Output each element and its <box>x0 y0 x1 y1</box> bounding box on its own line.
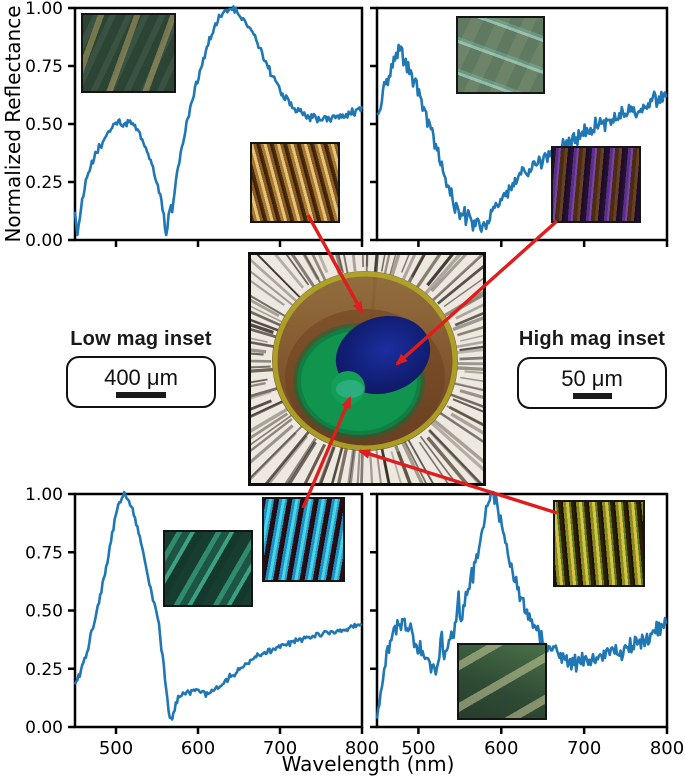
eye-cyan-accent <box>336 380 364 398</box>
x-tick-label: 700 <box>567 738 601 759</box>
spectrum-plot-top-left: 0.00 0.25 0.50 0.75 1.00 <box>25 0 364 251</box>
y-tick-label: 0.50 <box>25 602 63 622</box>
y-tick-label: 0.00 <box>25 231 63 251</box>
high-mag-scale-bar <box>572 393 612 399</box>
high-mag-inset-image-top-right <box>551 146 641 223</box>
x-tick-label: 600 <box>181 738 215 759</box>
low-mag-scale-bar <box>116 392 166 398</box>
feather-barb-line <box>457 362 636 367</box>
y-tick-label: 0.25 <box>25 173 63 193</box>
low-mag-scale-box: 400 μm <box>66 356 216 408</box>
high-mag-scale-text: 50 μm <box>561 366 623 392</box>
x-axis-label: Wavelength (nm) <box>281 752 455 776</box>
x-tick-label: 600 <box>484 738 518 759</box>
spectrum-plot-bottom-left: 500 600 700 800 0.00 0.25 0.50 0.75 1.00 <box>25 485 379 759</box>
reflectance-curve <box>73 490 363 721</box>
high-mag-inset-image-bottom-right <box>553 500 645 587</box>
high-mag-scale-box: 50 μm <box>517 357 667 409</box>
y-axis-label: Normalized Reflectance <box>1 5 25 243</box>
x-tick-label: 500 <box>401 738 435 759</box>
reflectance-curve <box>376 43 668 233</box>
low-mag-inset-image-top-left <box>81 13 176 93</box>
high-mag-inset-image-top-left <box>250 142 340 223</box>
high-mag-inset-label: High mag inset <box>518 328 666 350</box>
y-tick-label: 0.50 <box>25 115 63 135</box>
x-tick-label: 800 <box>345 738 379 759</box>
reflectance-curve <box>73 5 364 237</box>
low-mag-inset-image-bottom-right <box>457 643 547 720</box>
low-mag-inset-label: Low mag inset <box>70 328 212 350</box>
y-tick-label: 1.00 <box>25 485 63 505</box>
y-tick-label: 0.75 <box>25 543 63 563</box>
x-tick-label: 800 <box>650 738 684 759</box>
x-tick-label: 700 <box>263 738 297 759</box>
reflectance-curve <box>375 490 668 719</box>
y-tick-label: 0.75 <box>25 57 63 77</box>
low-mag-inset-image-top-right <box>456 16 545 94</box>
y-tick-label: 1.00 <box>25 0 63 19</box>
peacock-eyespot-graphic <box>94 101 636 625</box>
x-tick-label: 500 <box>99 738 133 759</box>
y-tick-label: 0.00 <box>25 718 63 738</box>
high-mag-inset-image-bottom-left <box>262 497 345 582</box>
low-mag-scale-text: 400 μm <box>104 365 178 391</box>
peacock-feather-eyespot-image <box>94 101 636 625</box>
low-mag-inset-image-bottom-left <box>163 530 253 607</box>
y-tick-label: 0.25 <box>25 660 63 680</box>
